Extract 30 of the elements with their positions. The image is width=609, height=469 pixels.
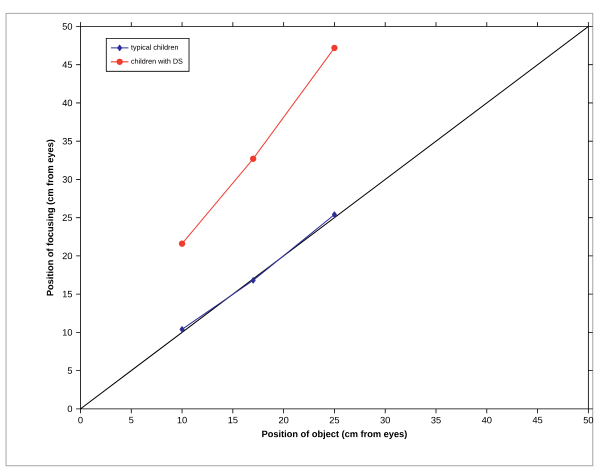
x-tick-label: 15	[228, 416, 238, 424]
point	[178, 240, 186, 247]
y-tick-label: 15	[62, 290, 72, 298]
y-tick-label: 20	[62, 252, 72, 260]
x-tick-label: 20	[278, 416, 288, 424]
point	[250, 156, 256, 162]
y-tick-label: 5	[68, 367, 72, 374]
x-tick-label: 25	[330, 416, 340, 424]
x-tick-label: 5	[129, 416, 134, 424]
point	[332, 211, 337, 218]
y-tick-label: 10	[62, 329, 72, 336]
x-tick-label: 45	[532, 416, 542, 424]
point	[250, 277, 256, 284]
y-tick-label: 45	[62, 62, 72, 68]
y-tick-label: 0	[68, 406, 72, 412]
point	[180, 326, 185, 333]
x-axis-title: Position of object (cm from eyes)	[262, 430, 407, 440]
x-tick-label: 0	[78, 416, 83, 424]
y-axis-title: Position of focusing (cm from eyes)	[46, 140, 56, 296]
point	[331, 44, 338, 52]
y-tick-label: 35	[62, 138, 72, 145]
x-tick-label: 50	[584, 416, 594, 424]
y-tick-label: 30	[62, 176, 72, 183]
y-tick-label: 40	[62, 100, 72, 106]
x-tick-label: 40	[482, 416, 492, 424]
x-tick-label: 10	[178, 416, 187, 424]
y-tick-label: 50	[62, 23, 72, 30]
x-tick-label: 30	[380, 416, 390, 424]
x-tick-label: 35	[431, 416, 441, 424]
y-tick-label: 25	[62, 214, 72, 221]
